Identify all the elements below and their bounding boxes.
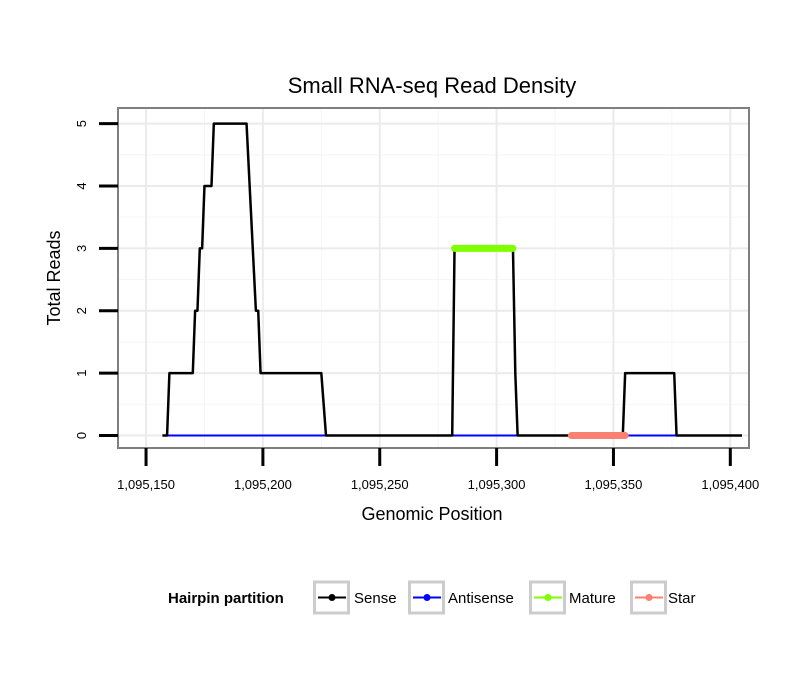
y-tick-label: 3 [74,245,89,252]
x-tick-label: 1,095,200 [234,477,292,492]
x-tick-label: 1,095,300 [468,477,526,492]
y-tick-label: 2 [74,307,89,314]
y-axis-title: Total Reads [44,230,64,325]
legend-label-antisense: Antisense [448,590,514,607]
x-tick-label: 1,095,150 [117,477,175,492]
x-axis: 1,095,150 1,095,200 1,095,250 1,095,300 1,09… [117,448,759,492]
legend: Hairpin partition Sense Antisense Mature St… [168,580,696,615]
x-tick-label: 1,095,350 [585,477,643,492]
panel-border [117,107,750,449]
y-tick-label: 0 [74,432,89,439]
x-tick-label: 1,095,400 [701,477,759,492]
y-axis: 0 1 2 3 4 5 [74,120,118,439]
chart-title: Small RNA-seq Read Density [288,73,577,98]
y-tick-label: 1 [74,370,89,377]
legend-label-mature: Mature [569,590,616,607]
legend-label-sense: Sense [354,590,397,607]
legend-label-star: Star [668,590,696,607]
y-tick-label: 5 [74,120,89,127]
x-axis-title: Genomic Position [361,504,502,524]
legend-key-point-mature [544,594,552,601]
plot-panel [117,107,750,449]
panel-background [118,108,749,448]
legend-key-point-sense [328,594,336,601]
legend-key-point-star [645,594,653,601]
legend-title: Hairpin partition [168,590,284,607]
series-layer [162,122,742,440]
y-tick-label: 4 [74,182,89,189]
legend-key-point-antisense [423,594,431,601]
x-tick-label: 1,095,250 [351,477,409,492]
